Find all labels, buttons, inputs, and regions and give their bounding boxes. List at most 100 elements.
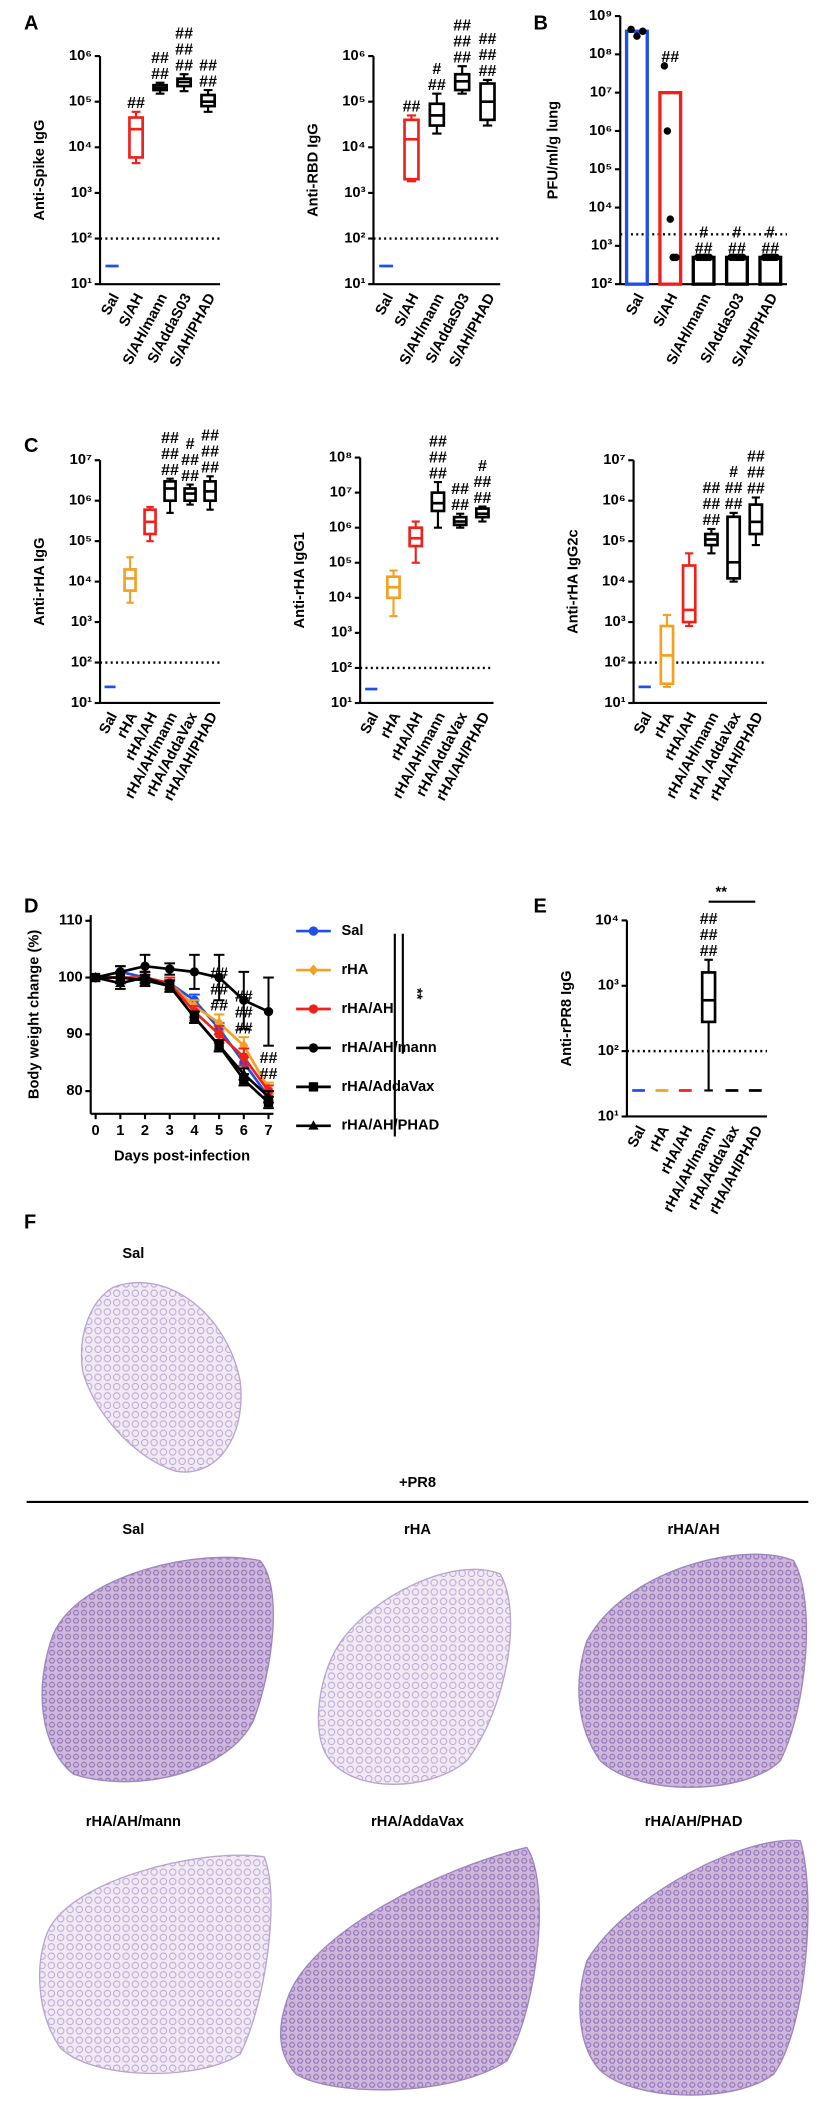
y-tick-label: 10² xyxy=(604,654,625,670)
bar xyxy=(691,255,716,286)
image-label: Sal xyxy=(122,1522,144,1538)
significance-mark: ## xyxy=(181,468,199,485)
y-tick-label: 10⁷ xyxy=(70,452,92,468)
y-tick-label: 10⁵ xyxy=(342,94,365,110)
significance-mark: ## xyxy=(235,1020,253,1037)
y-axis-label: Anti-RBD IgG xyxy=(305,123,321,217)
significance-mark: ## xyxy=(161,446,179,463)
significance-mark: ## xyxy=(161,430,179,447)
significance-mark: ## xyxy=(474,474,492,491)
y-tick-label: 10³ xyxy=(344,185,365,201)
y-tick-label: 10⁸ xyxy=(329,449,352,465)
significance-mark: ## xyxy=(161,462,179,479)
y-tick-label: 10⁶ xyxy=(342,48,365,64)
y-tick-label: 10⁶ xyxy=(69,48,92,64)
x-tick-label: 0 xyxy=(92,1123,100,1139)
comparison-label: ** xyxy=(716,884,728,900)
panel-letter: F xyxy=(24,1211,36,1233)
data-point xyxy=(705,253,714,262)
significance-mark: ## xyxy=(199,57,217,74)
x-tick-label: S/AH xyxy=(651,291,682,329)
significance-mark: ## xyxy=(761,241,779,258)
x-tick-label: 2 xyxy=(141,1123,149,1139)
y-tick-label: 10⁴ xyxy=(595,912,619,928)
marker xyxy=(308,964,319,976)
lung-section xyxy=(279,1846,540,2091)
significance-mark: ## xyxy=(210,966,228,983)
significance-mark: ## xyxy=(700,927,718,944)
y-tick-label: 10⁴ xyxy=(602,573,626,589)
box xyxy=(430,491,446,513)
y-tick-label: 10⁵ xyxy=(602,533,625,549)
significance-mark: ## xyxy=(260,1050,278,1067)
marker xyxy=(164,980,175,990)
marker xyxy=(139,971,151,982)
significance-mark: ## xyxy=(151,50,169,67)
box xyxy=(748,503,764,536)
y-tick-label: 10⁴ xyxy=(68,573,92,589)
y-tick-label: 10³ xyxy=(604,614,625,630)
marker xyxy=(308,1004,319,1014)
significance-mark: ## xyxy=(451,481,469,498)
x-tick-label: Sal xyxy=(373,291,397,318)
significance-mark: ## xyxy=(728,241,746,258)
y-tick-label: 10³ xyxy=(71,614,92,630)
x-tick-label: 3 xyxy=(166,1123,174,1139)
significance-mark: ## xyxy=(695,241,713,258)
x-tick-label: 4 xyxy=(190,1123,199,1139)
y-tick-label: 80 xyxy=(66,1083,82,1099)
image-label: rHA/AH/mann xyxy=(86,1814,181,1830)
box xyxy=(681,564,697,624)
data-point xyxy=(663,127,672,135)
significance-mark: ## xyxy=(181,452,199,469)
marker xyxy=(308,1120,319,1130)
panel-letter: A xyxy=(24,12,38,34)
image-label: rHA/AH xyxy=(668,1522,720,1538)
y-axis-label: Anti-rHA IgG xyxy=(32,538,48,626)
significance-mark: ## xyxy=(725,480,743,497)
significance-mark: ## xyxy=(702,496,720,513)
comparison-label: ** xyxy=(408,988,424,1000)
data-point xyxy=(633,32,641,40)
significance-mark: ## xyxy=(747,465,765,482)
significance-mark: # xyxy=(478,458,487,475)
lung-section xyxy=(317,1568,512,1785)
y-tick-label: 10¹ xyxy=(344,276,365,292)
marker xyxy=(238,1068,249,1078)
y-axis-label: Anti-Spike IgG xyxy=(32,120,48,221)
y-tick-label: 10⁶ xyxy=(589,123,612,139)
y-tick-label: 10² xyxy=(344,230,365,246)
y-tick-label: 10¹ xyxy=(71,695,92,711)
significance-mark: ## xyxy=(702,512,720,529)
panel-letter: D xyxy=(24,895,38,917)
box xyxy=(128,116,144,159)
lung-section xyxy=(41,1556,274,1783)
box xyxy=(726,515,742,580)
x-tick-label: 6 xyxy=(240,1123,248,1139)
significance-mark: ## xyxy=(453,49,471,66)
y-axis-label: Body weight change (%) xyxy=(27,930,43,1099)
y-tick-label: 10⁷ xyxy=(603,452,625,468)
y-tick-label: 10² xyxy=(71,654,92,670)
x-tick-label: 1 xyxy=(116,1123,124,1139)
y-tick-label: 10² xyxy=(598,1043,619,1059)
significance-mark: ## xyxy=(201,428,219,445)
significance-mark: ## xyxy=(747,449,765,466)
marker xyxy=(214,972,224,983)
y-tick-label: 10⁵ xyxy=(69,533,92,549)
y-tick-label: 10² xyxy=(591,276,612,292)
significance-mark: ## xyxy=(210,982,228,999)
data-point xyxy=(672,253,680,262)
significance-mark: ## xyxy=(702,480,720,497)
y-tick-label: 10⁵ xyxy=(589,161,612,177)
panel-letter: B xyxy=(534,12,548,34)
significance-mark: ## xyxy=(201,444,219,461)
legend-label: rHA/AH xyxy=(341,1001,393,1017)
group-label: +PR8 xyxy=(399,1475,436,1491)
x-tick-label: 5 xyxy=(215,1123,223,1139)
data-point xyxy=(666,215,675,223)
significance-mark: ## xyxy=(175,41,193,58)
significance-mark: ## xyxy=(700,943,718,960)
legend-label: Sal xyxy=(341,923,363,939)
